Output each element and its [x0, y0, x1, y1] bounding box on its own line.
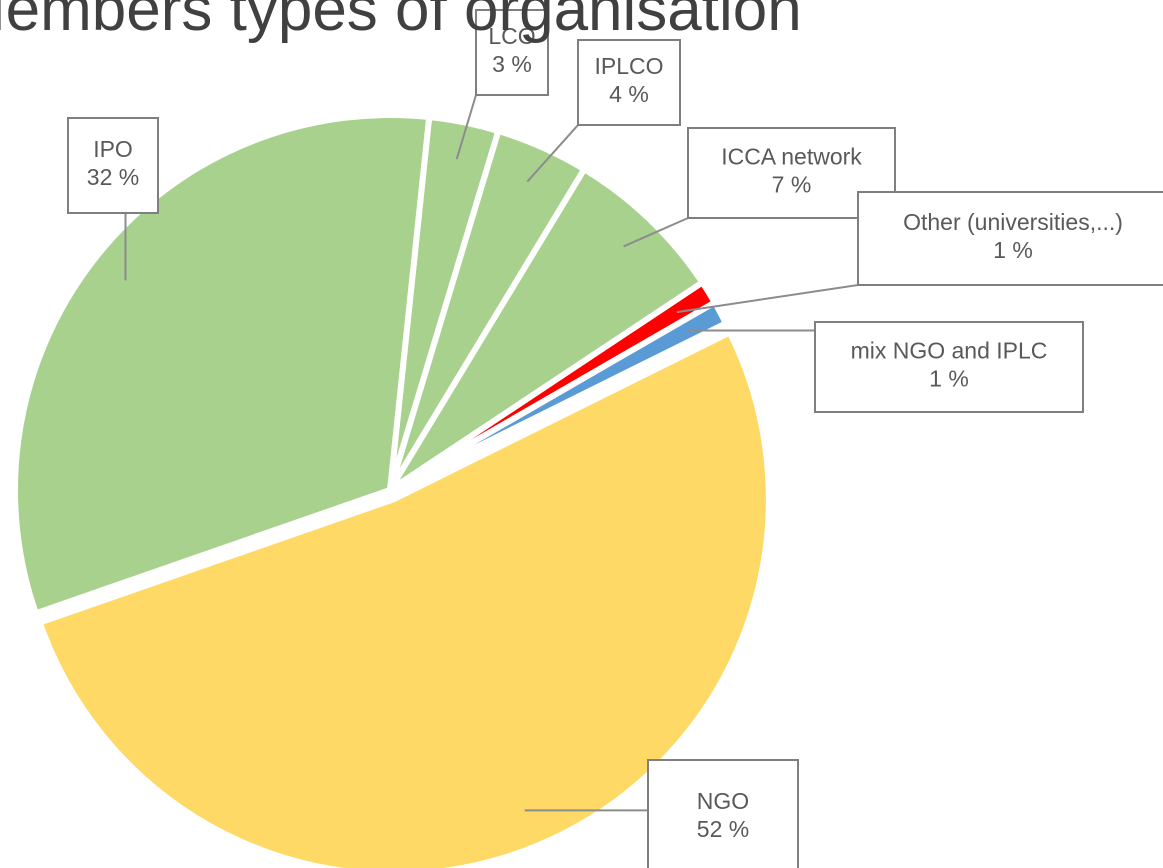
value-label: 52 % [697, 816, 749, 842]
data-label: Other (universities,...) 1 % [903, 209, 1123, 263]
category-label: NGO [697, 788, 749, 814]
callout-box [647, 759, 799, 868]
pie-slice [387, 165, 707, 493]
category-label: mix NGO and IPLC [851, 338, 1048, 364]
pie-slice [35, 328, 772, 868]
callout-box [475, 9, 549, 96]
data-label: mix NGO and IPLC 1 % [851, 338, 1048, 392]
pie-slice [388, 298, 730, 493]
callout-box [67, 117, 159, 214]
data-label: IPLCO 4 % [594, 53, 663, 107]
category-label: ICCA network [721, 144, 862, 170]
callout-pointer [526, 124, 579, 183]
data-label: ICCA network 7 % [721, 144, 862, 198]
value-label: 7 % [772, 171, 812, 197]
category-label: LCO [488, 23, 535, 49]
value-label: 3 % [492, 51, 532, 77]
callout-pointer [623, 217, 689, 248]
data-label: NGO 52 % [697, 788, 749, 842]
category-label: Other (universities,...) [903, 209, 1123, 235]
data-label: IPO 32 % [87, 136, 139, 190]
pie-slice [12, 112, 433, 618]
value-label: 32 % [87, 164, 139, 190]
value-label: 1 % [929, 365, 969, 391]
chart-title: Members types of organisation [0, 0, 802, 44]
callout-pointer [455, 94, 477, 160]
value-label: 4 % [609, 81, 649, 107]
callout-box [814, 321, 1084, 413]
callout-box [857, 191, 1163, 286]
category-label: IPLCO [594, 53, 663, 79]
category-label: IPO [93, 136, 133, 162]
callout-pointer [676, 284, 859, 314]
data-label: LCO 3 % [488, 23, 535, 77]
value-label: 1 % [993, 237, 1033, 263]
callout-box [577, 39, 681, 126]
